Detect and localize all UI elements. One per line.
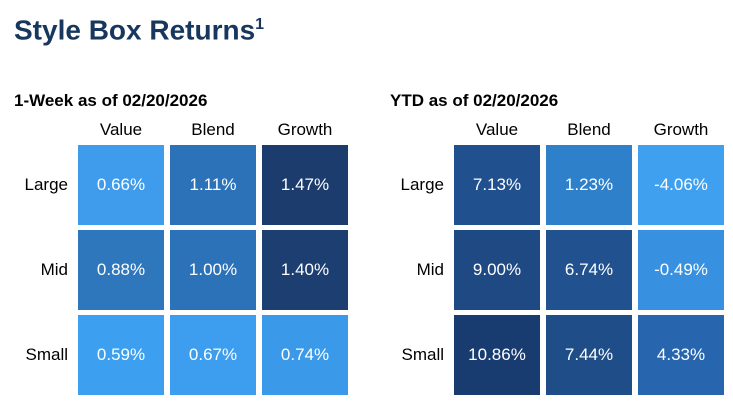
- heatmap-cell-large-growth: 1.47%: [262, 145, 348, 226]
- heatmap-cell-mid-growth: -0.49%: [638, 230, 724, 311]
- column-header-blend: Blend: [191, 120, 235, 140]
- heatmap-grid-1week: Value Blend Growth Large 0.66% 1.11% 1.4…: [14, 120, 348, 396]
- heatmap-cell-mid-blend: 1.00%: [170, 230, 256, 311]
- heatmap-cell-mid-blend: 6.74%: [546, 230, 632, 311]
- heatmap-cell-small-blend: 7.44%: [546, 315, 632, 396]
- row-header-large: Large: [400, 175, 444, 195]
- heatmap-cell-large-value: 7.13%: [454, 145, 540, 226]
- title-footnote-ref: 1: [255, 16, 265, 33]
- heatmap-cell-small-value: 0.59%: [78, 315, 164, 396]
- panel-title-ytd: YTD as of 02/20/2026: [390, 91, 559, 111]
- column-header-value: Value: [475, 120, 519, 140]
- heatmap-cell-small-growth: 0.74%: [262, 315, 348, 396]
- heatmap-cell-large-blend: 1.23%: [546, 145, 632, 226]
- heatmap-cell-large-value: 0.66%: [78, 145, 164, 226]
- heatmap-cell-mid-value: 0.88%: [78, 230, 164, 311]
- heatmap-panel-1week: 1-Week as of 02/20/2026 Value Blend Grow…: [14, 91, 348, 396]
- heatmap-panel-ytd: YTD as of 02/20/2026 Value Blend Growth …: [390, 91, 724, 396]
- page-title-text: Style Box Returns: [14, 14, 256, 46]
- row-header-large: Large: [24, 175, 68, 195]
- column-header-growth: Growth: [653, 120, 709, 140]
- heatmap-cell-small-growth: 4.33%: [638, 315, 724, 396]
- page-title: Style Box Returns1: [14, 8, 733, 47]
- row-header-mid: Mid: [40, 260, 68, 280]
- column-header-value: Value: [99, 120, 143, 140]
- heatmap-cell-small-blend: 0.67%: [170, 315, 256, 396]
- column-header-growth: Growth: [277, 120, 333, 140]
- row-header-mid: Mid: [416, 260, 444, 280]
- row-header-small: Small: [25, 345, 68, 365]
- heatmap-cell-large-blend: 1.11%: [170, 145, 256, 226]
- heatmap-grid-ytd: Value Blend Growth Large 7.13% 1.23% -4.…: [390, 120, 724, 396]
- column-header-blend: Blend: [567, 120, 611, 140]
- style-box-panels: 1-Week as of 02/20/2026 Value Blend Grow…: [14, 91, 733, 396]
- heatmap-cell-large-growth: -4.06%: [638, 145, 724, 226]
- row-header-small: Small: [401, 345, 444, 365]
- panel-title-1week: 1-Week as of 02/20/2026: [14, 91, 208, 111]
- heatmap-cell-small-value: 10.86%: [454, 315, 540, 396]
- grid-corner-spacer: [390, 120, 448, 140]
- heatmap-cell-mid-value: 9.00%: [454, 230, 540, 311]
- grid-corner-spacer: [14, 120, 72, 140]
- heatmap-cell-mid-growth: 1.40%: [262, 230, 348, 311]
